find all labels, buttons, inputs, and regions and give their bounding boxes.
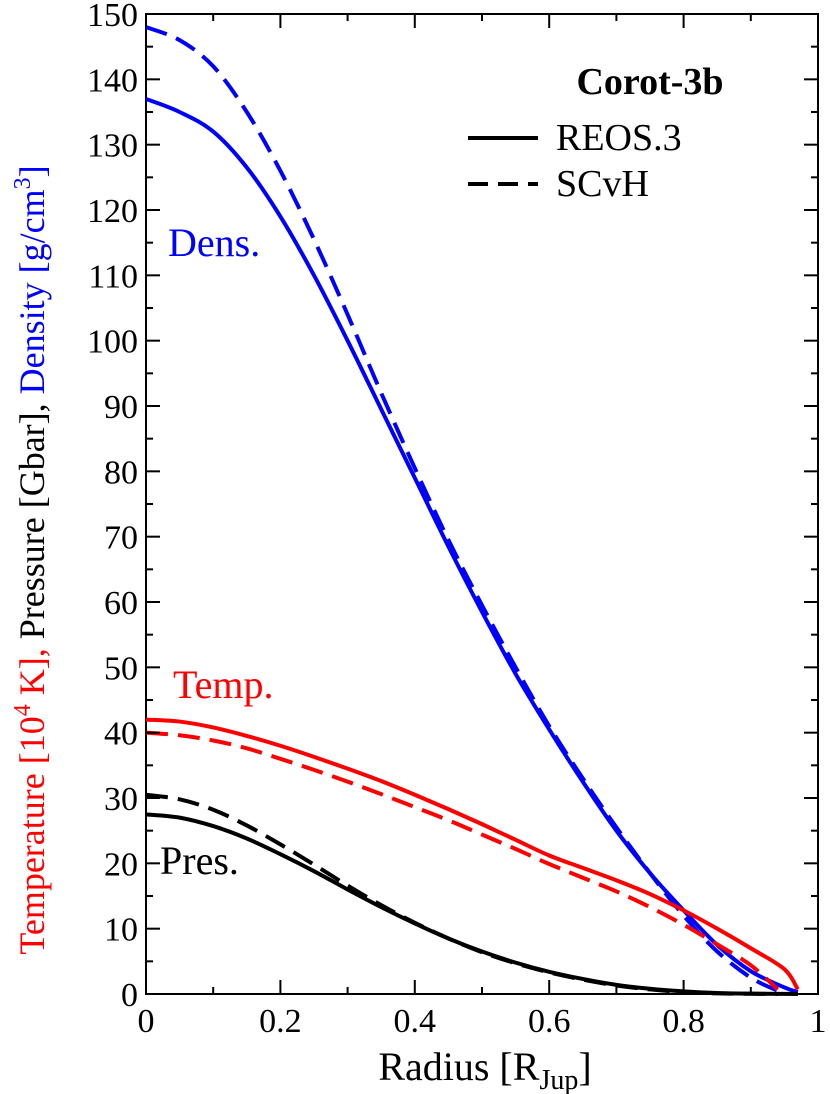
legend-label-scvh: SCvH xyxy=(556,163,649,205)
annotation-temperature: Temp. xyxy=(173,662,274,707)
y-tick-label: 90 xyxy=(104,389,138,426)
x-axis-label-end: ] xyxy=(578,1044,591,1089)
legend-title: Corot-3b xyxy=(576,61,723,103)
y-axis-label: Temperature [104 K], Pressure [Gbar], De… xyxy=(10,165,52,954)
y-tick-label: 130 xyxy=(87,128,138,165)
x-tick-label: 0.4 xyxy=(394,1003,437,1040)
x-tick-label: 0.6 xyxy=(528,1003,571,1040)
y-tick-label: 30 xyxy=(104,781,138,818)
y-tick-label: 20 xyxy=(104,846,138,883)
y-tick-label: 80 xyxy=(104,454,138,491)
series-temperature-reos-line xyxy=(145,717,800,991)
x-axis-label-sub: Jup xyxy=(539,1065,578,1094)
y-tick-label: 70 xyxy=(104,520,138,557)
y-tick-label: 100 xyxy=(87,324,138,361)
y-axis-label-pressure: Pressure [Gbar], xyxy=(12,403,52,648)
annotation-pressure: Pres. xyxy=(160,838,239,883)
y-tick-label: 110 xyxy=(88,258,138,295)
series-layer xyxy=(145,25,800,996)
y-tick-label: 150 xyxy=(87,0,138,34)
legend-label-reos: REOS.3 xyxy=(556,117,682,159)
y-tick-label: 0 xyxy=(121,977,138,1014)
x-axis-label-main: Radius [R xyxy=(378,1044,539,1089)
y-axis-label-density-exp: 3 xyxy=(10,177,36,189)
y-tick-label: 10 xyxy=(104,912,138,949)
series-density-scvh-line xyxy=(145,25,779,993)
y-tick-label: 40 xyxy=(104,716,138,753)
y-tick-label: 60 xyxy=(104,585,138,622)
legend: Corot-3b REOS.3 SCvH xyxy=(468,61,724,205)
x-tick-label: 0 xyxy=(138,1003,155,1040)
x-tick-label: 0.2 xyxy=(259,1003,302,1040)
series-pressure-scvh-line xyxy=(145,792,778,996)
x-tick-label: 0.8 xyxy=(662,1003,705,1040)
y-tick-label: 140 xyxy=(87,62,138,99)
annotation-density: Dens. xyxy=(168,220,260,265)
x-axis-label: Radius [RJup] xyxy=(378,1044,591,1094)
y-axis-label-temperature-exp: 4 xyxy=(10,704,36,716)
y-axis-label-temperature: Temperature [10 xyxy=(12,716,52,954)
y-tick-label: 120 xyxy=(87,193,138,230)
y-axis-label-density-end: ] xyxy=(12,165,52,177)
y-axis-label-density: Density [g/cm xyxy=(12,189,52,403)
tick-layer: 0 0.2 0.4 0.6 0.8 101020304050607080901001101… xyxy=(87,0,827,1040)
series-density-reos-line xyxy=(145,97,799,994)
series-temperature-scvh-line xyxy=(145,730,780,991)
y-axis-label-temperature-end: K], xyxy=(12,648,52,704)
y-tick-label: 50 xyxy=(104,650,138,687)
x-tick-label: 1 xyxy=(810,1003,827,1040)
